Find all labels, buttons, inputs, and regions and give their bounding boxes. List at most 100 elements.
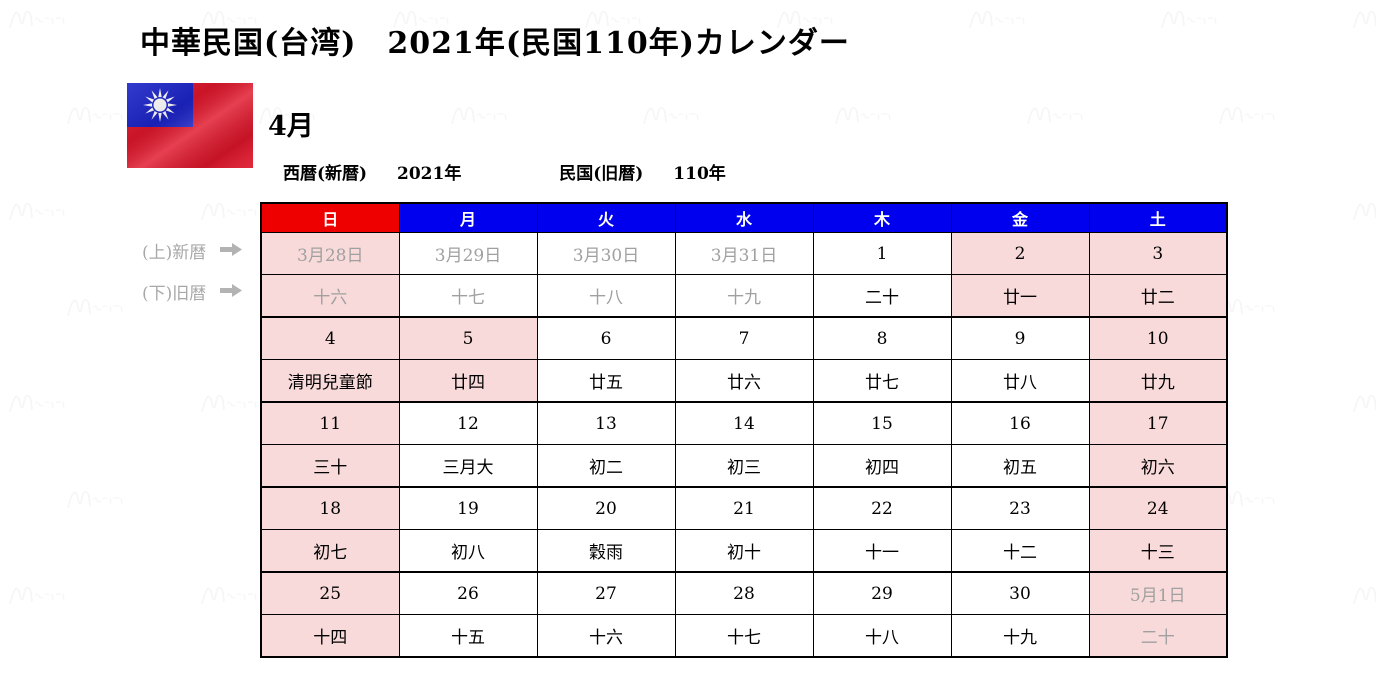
calendar-table: 日月火水木金土 3月28日 3月29日 3月30日 3月31日 1 2 3 十六 十七 十八 十九二… [260,202,1228,658]
new-date-cell: 27 [536,571,676,615]
new-date-cell: 5月1日 [1088,571,1228,615]
new-date-cell: 17 [1088,401,1228,445]
watermark-logo-icon [1160,6,1222,32]
old-date-row: 十四 十五 十六 十七 十八 十九 二十 [260,614,1228,658]
watermark-logo-icon [200,390,262,416]
old-date-cell: 初五 [950,444,1090,488]
watermark-logo-icon [8,582,70,608]
old-date-cell: 初十 [674,529,814,573]
weekday-header-1: 月 [398,202,538,233]
new-date-cell: 1 [812,232,952,275]
old-date-cell: 十八 [812,614,952,658]
new-calendar-note: (上)新暦 [142,238,243,263]
old-date-cell: 三十 [260,444,400,488]
old-date-cell: 十五 [398,614,538,658]
old-calendar-note-label: (下)旧暦 [142,284,207,304]
watermark-logo-icon [1352,390,1376,416]
weekday-header-0: 日 [260,202,400,233]
new-date-cell: 5 [398,316,538,360]
weekday-header-5: 金 [950,202,1090,233]
watermark-logo-icon [450,102,512,128]
new-date-cell: 7 [674,316,814,360]
watermark-logo-icon [1352,6,1376,32]
old-calendar-note: (下)旧暦 [142,279,243,304]
new-date-cell: 8 [812,316,952,360]
watermark-logo-icon [834,102,896,128]
old-date-cell: 十一 [812,529,952,573]
new-date-cell: 21 [674,486,814,530]
old-date-row: 三十 三月大 初二 初三 初四 初五 初六 [260,444,1228,488]
new-date-cell: 15 [812,401,952,445]
new-date-cell: 11 [260,401,400,445]
new-date-row: 3月28日 3月29日 3月30日 3月31日 1 2 3 [260,232,1228,275]
new-date-row: 11 12 13 14 15 16 17 [260,401,1228,445]
watermark-logo-icon [1352,582,1376,608]
new-date-cell: 30 [950,571,1090,615]
watermark-logo-icon [66,486,128,512]
old-date-cell: 二十 [1088,614,1228,658]
old-date-cell: 初四 [812,444,952,488]
old-date-cell: 廿八 [950,359,1090,403]
weekday-header-2: 火 [536,202,676,233]
new-calendar-note-label: (上)新暦 [142,243,207,263]
western-era: 西暦(新暦) 2021年 [283,164,467,184]
new-date-cell: 14 [674,401,814,445]
new-date-cell: 22 [812,486,952,530]
old-date-cell: 十七 [398,274,538,318]
watermark-logo-icon [8,6,70,32]
minguo-era-label: 民国(旧暦) [559,164,644,184]
western-era-value: 2021年 [397,164,462,184]
new-date-cell: 6 [536,316,676,360]
new-date-cell: 28 [674,571,814,615]
old-date-cell: 廿一 [950,274,1090,318]
old-date-cell: 二十 [812,274,952,318]
watermark-logo-icon [200,582,262,608]
old-date-cell: 三月大 [398,444,538,488]
new-date-row: 18 19 20 21 22 23 24 [260,486,1228,530]
right-arrow-icon [220,282,243,302]
old-date-cell: 廿二 [1088,274,1228,318]
new-date-row: 25 26 27 28 29 30 5月1日 [260,571,1228,615]
watermark-logo-icon [642,102,704,128]
new-date-cell: 12 [398,401,538,445]
old-date-cell: 十八 [536,274,676,318]
weekday-header-row: 日月火水木金土 [260,202,1228,233]
old-date-cell: 廿七 [812,359,952,403]
old-date-cell: 十三 [1088,529,1228,573]
new-date-cell: 3月31日 [674,232,814,275]
old-date-cell: 初七 [260,529,400,573]
new-date-cell: 9 [950,316,1090,360]
old-date-cell: 初二 [536,444,676,488]
page-title: 中華民国(台湾) 2021年(民国110年)カレンダー [140,26,850,61]
old-date-cell: 廿五 [536,359,676,403]
new-date-cell: 25 [260,571,400,615]
old-date-cell: 十九 [950,614,1090,658]
watermark-logo-icon [66,102,128,128]
old-date-cell: 清明兒童節 [260,359,400,403]
old-date-cell: 十六 [260,274,400,318]
right-arrow-icon [220,241,243,261]
old-date-cell: 廿四 [398,359,538,403]
minguo-era: 民国(旧暦) 110年 [559,164,726,184]
new-date-cell: 3月28日 [260,232,400,275]
weekday-header-6: 土 [1088,202,1228,233]
watermark-logo-icon [1352,198,1376,224]
taiwan-flag [127,83,253,168]
era-line: 西暦(新暦) 2021年 民国(旧暦) 110年 [283,159,726,184]
minguo-era-value: 110年 [673,164,726,184]
western-era-label: 西暦(新暦) [283,164,368,184]
old-date-row: 初七 初八 穀雨 初十 十一 十二 十三 [260,529,1228,573]
old-date-cell: 初八 [398,529,538,573]
month-label: 4月 [268,111,314,142]
old-date-cell: 十九 [674,274,814,318]
watermark-logo-icon [8,390,70,416]
watermark-logo-icon [200,198,262,224]
new-date-cell: 13 [536,401,676,445]
weekday-header-4: 木 [812,202,952,233]
old-date-cell: 初六 [1088,444,1228,488]
new-date-cell: 20 [536,486,676,530]
old-date-cell: 十七 [674,614,814,658]
new-date-cell: 3 [1088,232,1228,275]
old-date-cell: 穀雨 [536,529,676,573]
old-date-row: 十六 十七 十八 十九 二十 廿一 廿二 [260,274,1228,318]
